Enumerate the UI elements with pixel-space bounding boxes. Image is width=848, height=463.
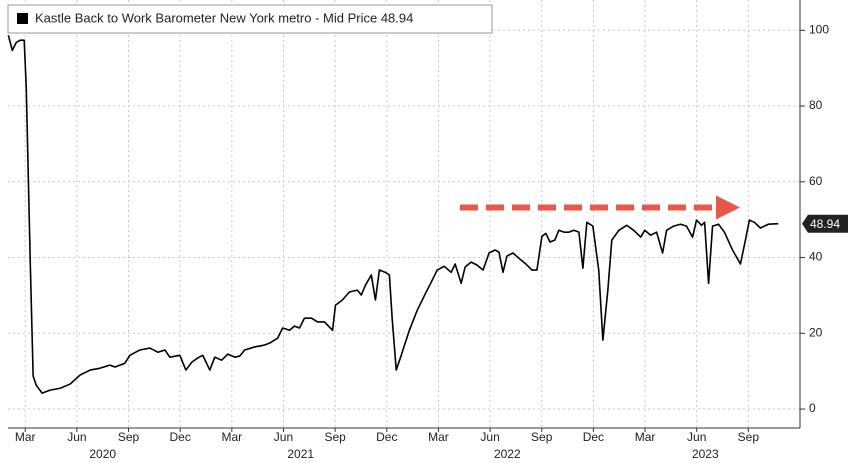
x-tick-label: Sep xyxy=(118,430,140,444)
x-tick-label: Sep xyxy=(738,430,760,444)
y-tick-label: 60 xyxy=(809,174,823,188)
x-tick-label: Jun xyxy=(480,430,499,444)
series xyxy=(7,35,779,394)
year-label: 2020 xyxy=(89,447,116,461)
year-label: 2022 xyxy=(494,447,521,461)
y-tick-label: 80 xyxy=(809,98,823,112)
x-tick-label: Mar xyxy=(221,430,242,444)
year-label: 2023 xyxy=(692,447,719,461)
x-tick-label: Jun xyxy=(687,430,706,444)
x-tick-label: Dec xyxy=(583,430,604,444)
y-tick-label: 20 xyxy=(809,325,823,339)
y-tick-label: 0 xyxy=(809,401,816,415)
x-tick-label: Mar xyxy=(635,430,656,444)
grid xyxy=(8,0,800,428)
x-tick-label: Jun xyxy=(274,430,293,444)
legend-swatch xyxy=(17,13,28,24)
x-tick-label: Jun xyxy=(67,430,86,444)
x-tick-label: Sep xyxy=(531,430,553,444)
legend: Kastle Back to Work Barometer New York m… xyxy=(7,4,493,34)
line xyxy=(7,35,779,394)
axes: 0 20 40 60 80 100 Mar Jun Sep Dec Mar Jun Sep Dec Mar J… xyxy=(8,0,848,461)
last-value-label: 48.94 xyxy=(810,217,840,231)
legend-label: Kastle Back to Work Barometer New York m… xyxy=(35,10,413,25)
x-tick-label: Sep xyxy=(324,430,346,444)
x-tick-label: Dec xyxy=(376,430,397,444)
year-label: 2021 xyxy=(287,447,314,461)
x-tick-label: Mar xyxy=(15,430,36,444)
x-tick-label: Mar xyxy=(428,430,449,444)
last-value-tag xyxy=(802,214,848,233)
legend-box xyxy=(7,4,493,34)
y-tick-label: 40 xyxy=(809,250,823,264)
x-tick-label: Dec xyxy=(170,430,191,444)
y-tick-label: 100 xyxy=(809,22,829,36)
